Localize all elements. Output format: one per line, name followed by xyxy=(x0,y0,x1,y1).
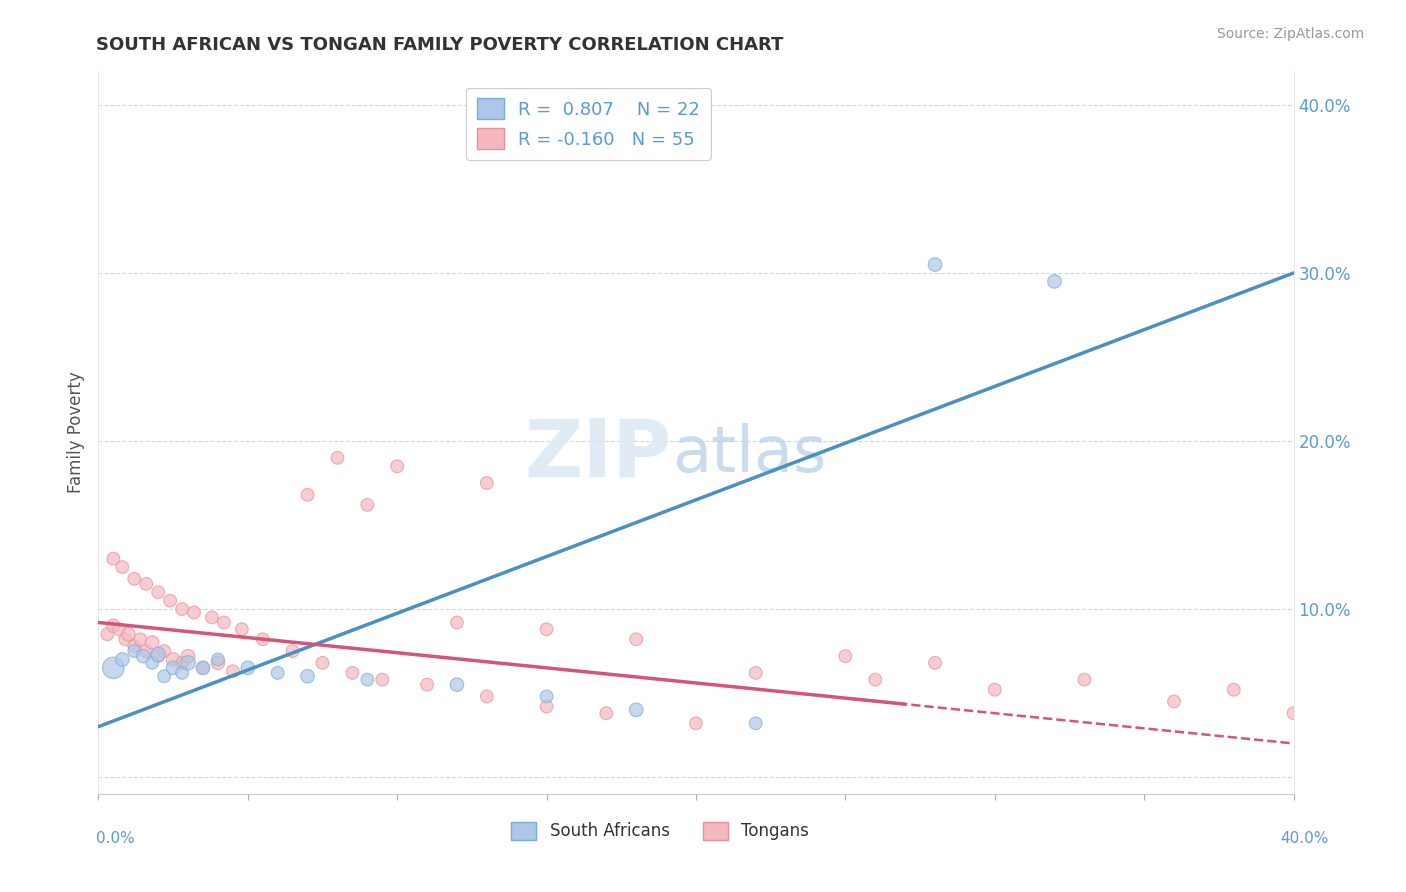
Point xyxy=(865,673,887,687)
Point xyxy=(626,703,648,717)
Point xyxy=(96,627,118,641)
Point xyxy=(475,690,498,704)
Point xyxy=(536,690,558,704)
Point xyxy=(231,622,253,636)
Point xyxy=(356,673,378,687)
Point xyxy=(685,716,707,731)
Point xyxy=(356,498,378,512)
Y-axis label: Family Poverty: Family Poverty xyxy=(66,372,84,493)
Point xyxy=(236,661,259,675)
Text: 40.0%: 40.0% xyxy=(1281,831,1329,846)
Point xyxy=(183,606,205,620)
Point xyxy=(162,661,184,675)
Point xyxy=(311,656,333,670)
Point xyxy=(536,699,558,714)
Text: SOUTH AFRICAN VS TONGAN FAMILY POVERTY CORRELATION CHART: SOUTH AFRICAN VS TONGAN FAMILY POVERTY C… xyxy=(96,36,783,54)
Point xyxy=(153,644,176,658)
Point xyxy=(222,664,245,678)
Point xyxy=(1223,682,1246,697)
Point xyxy=(924,656,946,670)
Point xyxy=(595,706,617,721)
Point xyxy=(135,644,157,658)
Point xyxy=(212,615,235,630)
Text: Source: ZipAtlas.com: Source: ZipAtlas.com xyxy=(1216,27,1364,41)
Point xyxy=(124,644,146,658)
Point xyxy=(281,644,304,658)
Point xyxy=(326,450,349,465)
Text: atlas: atlas xyxy=(672,424,827,485)
Point xyxy=(103,619,125,633)
Point xyxy=(252,632,274,647)
Point xyxy=(117,627,139,641)
Point xyxy=(177,649,200,664)
Point xyxy=(129,632,152,647)
Point xyxy=(148,649,170,664)
Point xyxy=(834,649,856,664)
Point xyxy=(141,635,163,649)
Point xyxy=(201,610,224,624)
Point xyxy=(191,661,214,675)
Point xyxy=(385,459,409,474)
Point xyxy=(446,678,468,692)
Point xyxy=(371,673,394,687)
Point xyxy=(626,632,648,647)
Point xyxy=(132,649,155,664)
Point xyxy=(141,656,163,670)
Point xyxy=(108,622,131,636)
Point xyxy=(446,615,468,630)
Point xyxy=(103,551,125,566)
Point xyxy=(1073,673,1095,687)
Point xyxy=(1282,706,1305,721)
Point xyxy=(172,656,194,670)
Point xyxy=(267,665,290,680)
Point xyxy=(159,593,181,607)
Point xyxy=(745,665,768,680)
Point xyxy=(103,661,125,675)
Point xyxy=(536,622,558,636)
Point xyxy=(111,560,134,574)
Point xyxy=(124,572,146,586)
Point xyxy=(207,652,229,666)
Point xyxy=(111,652,134,666)
Point xyxy=(924,258,946,272)
Point xyxy=(124,639,146,653)
Text: ZIP: ZIP xyxy=(524,416,672,493)
Point xyxy=(416,678,439,692)
Point xyxy=(162,652,184,666)
Point xyxy=(114,632,136,647)
Point xyxy=(148,648,170,662)
Text: 0.0%: 0.0% xyxy=(96,831,135,846)
Point xyxy=(475,476,498,491)
Point xyxy=(177,656,200,670)
Point xyxy=(297,669,319,683)
Point xyxy=(297,488,319,502)
Point xyxy=(191,661,214,675)
Legend: South Africans, Tongans: South Africans, Tongans xyxy=(505,815,815,847)
Point xyxy=(135,577,157,591)
Point xyxy=(153,669,176,683)
Point xyxy=(1163,694,1185,708)
Point xyxy=(984,682,1007,697)
Point xyxy=(207,656,229,670)
Point xyxy=(342,665,364,680)
Point xyxy=(745,716,768,731)
Point xyxy=(148,585,170,599)
Point xyxy=(172,665,194,680)
Point xyxy=(1043,274,1066,288)
Point xyxy=(172,602,194,616)
